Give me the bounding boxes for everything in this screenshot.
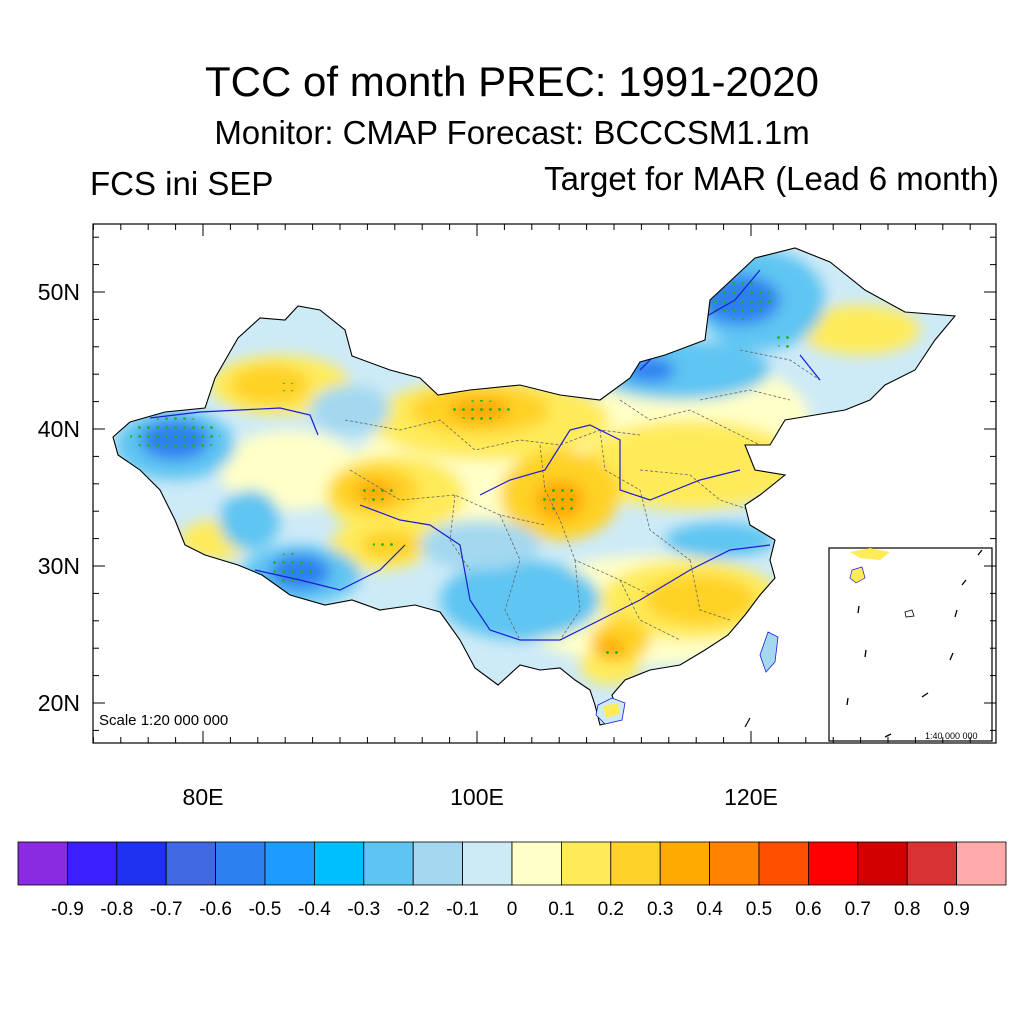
colorbar-swatch xyxy=(659,841,711,886)
colorbar-label: -0.7 xyxy=(150,899,183,920)
colorbar-swatch xyxy=(462,841,513,886)
hainan-fill xyxy=(603,703,620,718)
colorbar-label: 0.7 xyxy=(845,899,871,920)
significance-dots xyxy=(130,280,795,661)
lat-tick-label: 20N xyxy=(38,690,80,716)
colorbar-swatch xyxy=(758,841,809,886)
colorbar-label: -0.5 xyxy=(249,899,282,920)
province-borders xyxy=(344,349,821,641)
map-scale: Scale 1:20 000 000 xyxy=(99,712,228,729)
colorbar-swatch xyxy=(67,841,118,886)
colorbar-swatch xyxy=(906,841,958,886)
colorbar-label: -0.6 xyxy=(199,899,232,920)
axis-ticks xyxy=(92,224,996,743)
colorbar-label: 0 xyxy=(507,899,518,920)
colorbar-swatch xyxy=(857,841,908,886)
lon-tick-label: 80E xyxy=(183,784,224,810)
colorbar-label: -0.1 xyxy=(446,899,479,920)
colorbar-swatch xyxy=(412,841,464,886)
colorbar xyxy=(17,841,1007,886)
colorbar-swatch xyxy=(17,841,68,886)
colorbar-label: 0.4 xyxy=(696,899,723,920)
colorbar-swatch xyxy=(561,841,612,886)
colorbar-swatch xyxy=(808,841,859,886)
colorbar-label: -0.9 xyxy=(51,899,84,920)
colorbar-swatch xyxy=(511,841,562,886)
chart-subtitle: Monitor: CMAP Forecast: BCCCSM1.1m xyxy=(214,114,810,151)
colorbar-label: 0.5 xyxy=(746,899,772,920)
colorbar-label: 0.6 xyxy=(795,899,821,920)
colorbar-label: 0.1 xyxy=(548,899,574,920)
colorbar-label: -0.3 xyxy=(347,899,380,920)
target-label: Target for MAR (Lead 6 month) xyxy=(544,160,999,197)
axis-labels: 50N 40N 30N 20N 80E 100E 120E xyxy=(38,279,778,810)
chart-title: TCC of month PREC: 1991-2020 xyxy=(205,58,819,105)
init-label: FCS ini SEP xyxy=(90,165,274,202)
lat-tick-label: 40N xyxy=(38,416,80,442)
colorbar-label: 0.3 xyxy=(647,899,673,920)
lat-tick-label: 30N xyxy=(38,553,80,579)
colorbar-swatch xyxy=(264,841,315,886)
colorbar-label: 0.2 xyxy=(598,899,624,920)
inset-scale: 1:40 000 000 xyxy=(925,731,978,741)
colorbar-label: -0.8 xyxy=(100,899,133,920)
colorbar-swatch xyxy=(313,841,365,886)
colorbar-label: 0.9 xyxy=(943,899,969,920)
colorbar-swatch xyxy=(610,841,661,886)
taiwan-island xyxy=(759,631,779,673)
nine-dash-marks-main xyxy=(744,717,751,728)
colorbar-swatch xyxy=(116,841,167,886)
colorbar-swatch xyxy=(165,841,216,886)
lon-tick-label: 120E xyxy=(724,784,778,810)
colorbar-label: 0.8 xyxy=(894,899,920,920)
colorbar-swatch xyxy=(215,841,266,886)
lat-tick-label: 50N xyxy=(38,279,80,305)
lon-tick-label: 100E xyxy=(450,784,504,810)
colorbar-label: -0.2 xyxy=(397,899,430,920)
inset-content xyxy=(846,548,983,738)
colorbar-label: -0.4 xyxy=(298,899,331,920)
colorbar-labels: -0.9 -0.8 -0.7 -0.6 -0.5 -0.4 -0.3 -0.2 -0.1 0 0.1… xyxy=(51,899,970,920)
colorbar-swatch xyxy=(363,841,414,886)
colorbar-swatch xyxy=(709,841,760,886)
colorbar-swatch xyxy=(956,841,1007,886)
